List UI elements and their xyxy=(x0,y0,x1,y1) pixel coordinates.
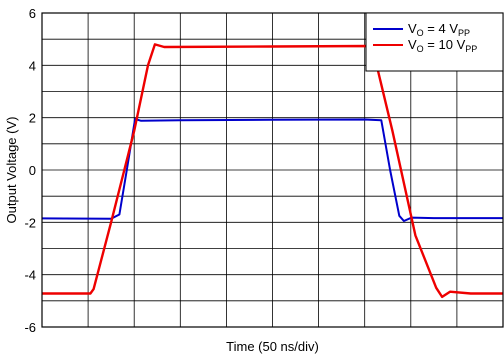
x-axis-label: Time (50 ns/div) xyxy=(226,339,319,354)
y-tick-label: -4 xyxy=(24,268,36,283)
y-tick-label: 4 xyxy=(29,58,36,73)
y-tick-label: 6 xyxy=(29,6,36,21)
y-tick-label: 2 xyxy=(29,111,36,126)
legend-label-vo-10vpp: VO = 10 VPP xyxy=(408,37,477,54)
y-tick-label: 0 xyxy=(29,163,36,178)
legend: VO = 4 VPP VO = 10 VPP xyxy=(365,12,504,72)
y-tick-labels: -6 -4 -2 0 2 4 6 xyxy=(24,6,36,335)
y-tick-label: -2 xyxy=(24,215,36,230)
legend-label-vo-4vpp: VO = 4 VPP xyxy=(408,21,470,38)
series-line-1 xyxy=(42,43,503,299)
y-axis-label: Output Voltage (V) xyxy=(4,117,19,224)
series-lines xyxy=(41,43,503,299)
series-line-0 xyxy=(41,118,503,222)
plot-frame xyxy=(41,12,504,328)
legend-box xyxy=(365,12,504,72)
y-tick-label: -6 xyxy=(24,320,36,335)
grid xyxy=(42,13,503,327)
